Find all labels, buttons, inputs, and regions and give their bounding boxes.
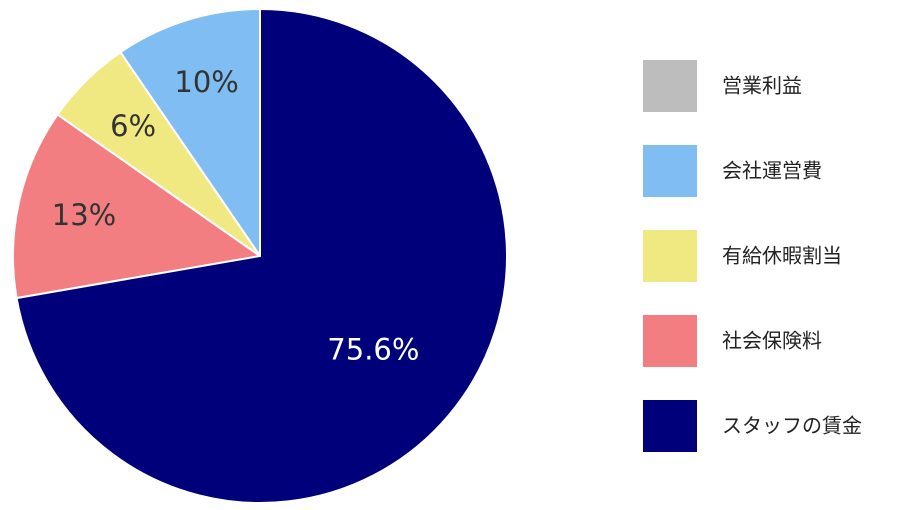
- legend-swatch: [643, 60, 697, 112]
- data-label: 10%: [174, 65, 238, 99]
- legend-label: スタッフの賃金: [722, 414, 862, 438]
- legend-label: 会社運営費: [722, 159, 822, 183]
- legend-swatch: [643, 145, 697, 197]
- legend-swatch: [643, 400, 697, 452]
- pie-slice: [119, 7, 261, 260]
- legend-label: 社会保険料: [722, 329, 822, 353]
- pie-slice: [15, 7, 508, 504]
- data-label: 13%: [52, 198, 116, 232]
- data-label: 75.6%: [327, 332, 419, 366]
- data-label: 6%: [110, 109, 156, 143]
- legend-label: 営業利益: [722, 74, 802, 98]
- pie-slice: [12, 113, 263, 300]
- legend-swatch: [643, 230, 697, 282]
- legend-swatch: [643, 315, 697, 367]
- legend-label: 有給休暇割当: [722, 244, 842, 268]
